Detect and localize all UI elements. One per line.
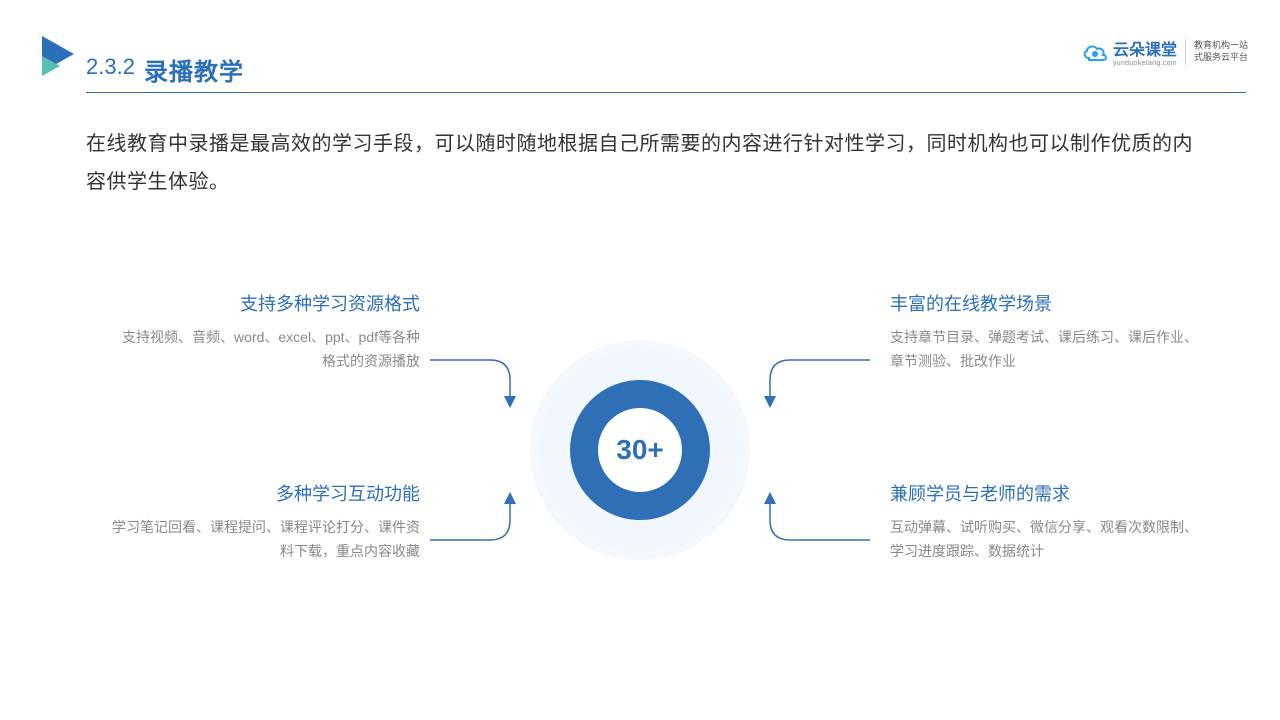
logo-tagline-line2: 式服务云平台 (1194, 52, 1248, 64)
section-title: 录播教学 (144, 52, 244, 87)
feature-title: 支持多种学习资源格式 (110, 290, 420, 316)
logo-url-text: yunduoketang.com (1113, 60, 1177, 67)
cloud-icon (1081, 42, 1109, 62)
feature-desc: 支持章节目录、弹题考试、课后练习、课后作业、章节测验、批改作业 (890, 326, 1200, 374)
play-icon (36, 32, 80, 81)
feature-desc: 学习笔记回看、课程提问、课程评论打分、课件资料下载，重点内容收藏 (110, 516, 420, 564)
center-circle: 30+ (530, 340, 750, 560)
section-number: 2.3.2 (86, 54, 135, 80)
feature-bottom-left: 多种学习互动功能 学习笔记回看、课程提问、课程评论打分、课件资料下载，重点内容收… (110, 480, 420, 564)
feature-diagram: 30+ 支持多种学习资源格式 支持视频、音频、word、excel、ppt、pd… (0, 250, 1280, 650)
center-ring: 30+ (570, 380, 710, 520)
intro-paragraph: 在线教育中录播是最高效的学习手段，可以随时随地根据自己所需要的内容进行针对性学习… (86, 125, 1206, 201)
logo-divider (1185, 39, 1186, 65)
title-underline (86, 92, 1246, 93)
brand-logo: 云朵课堂 yunduoketang.com 教育机构一站 式服务云平台 (1081, 36, 1248, 67)
feature-desc: 互动弹幕、试听购买、微信分享、观看次数限制、学习进度跟踪、数据统计 (890, 516, 1200, 564)
feature-top-left: 支持多种学习资源格式 支持视频、音频、word、excel、ppt、pdf等各种… (110, 290, 420, 374)
logo-tagline-line1: 教育机构一站 (1194, 40, 1248, 52)
feature-title: 兼顾学员与老师的需求 (890, 480, 1200, 506)
feature-title: 丰富的在线教学场景 (890, 290, 1200, 316)
feature-top-right: 丰富的在线教学场景 支持章节目录、弹题考试、课后练习、课后作业、章节测验、批改作… (890, 290, 1200, 374)
center-value: 30+ (616, 434, 664, 466)
logo-brand-text: 云朵课堂 (1113, 36, 1177, 60)
feature-bottom-right: 兼顾学员与老师的需求 互动弹幕、试听购买、微信分享、观看次数限制、学习进度跟踪、… (890, 480, 1200, 564)
logo-tagline: 教育机构一站 式服务云平台 (1194, 40, 1248, 63)
feature-title: 多种学习互动功能 (110, 480, 420, 506)
feature-desc: 支持视频、音频、word、excel、ppt、pdf等各种格式的资源播放 (110, 326, 420, 374)
